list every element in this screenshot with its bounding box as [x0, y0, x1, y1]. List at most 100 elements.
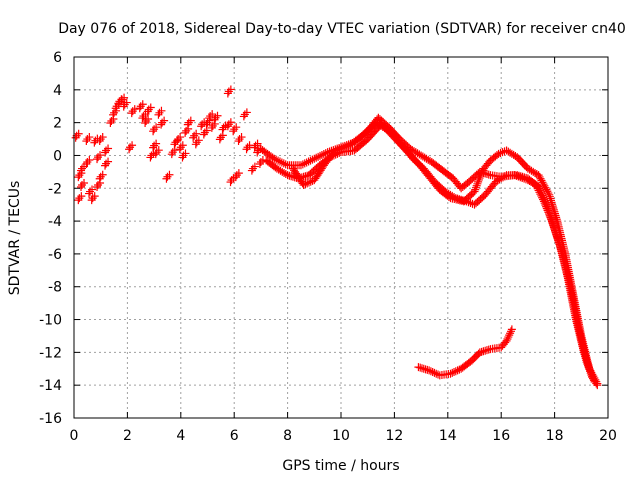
data-point — [88, 194, 97, 203]
data-point — [207, 123, 216, 132]
data-point — [175, 145, 184, 154]
data-point — [106, 118, 115, 127]
data-point — [78, 164, 87, 173]
data-point — [150, 125, 159, 134]
data-point — [231, 173, 240, 182]
data-point — [85, 133, 94, 142]
data-point — [471, 185, 480, 194]
data-point — [432, 369, 441, 378]
data-point — [152, 139, 161, 148]
y-tick-label: 4 — [53, 83, 62, 99]
data-point — [102, 146, 111, 155]
data-point — [101, 148, 110, 157]
data-point — [216, 133, 225, 142]
data-point — [227, 176, 236, 185]
data-point — [223, 89, 232, 98]
data-point — [223, 122, 232, 131]
data-point — [450, 368, 459, 377]
data-point — [94, 153, 103, 162]
data-point — [500, 172, 509, 181]
data-point — [101, 161, 110, 170]
data-point — [256, 158, 265, 167]
data-point — [82, 160, 91, 169]
data-point — [181, 128, 190, 137]
data-point — [87, 196, 96, 205]
data-point — [540, 197, 549, 206]
data-point — [321, 149, 330, 158]
data-point — [120, 100, 129, 109]
data-point — [306, 177, 315, 186]
data-point — [240, 110, 249, 119]
y-axis-label: SDTVAR / TECUs — [7, 181, 23, 296]
data-point — [444, 192, 453, 201]
data-point — [428, 368, 437, 377]
data-point — [539, 180, 548, 189]
data-point — [317, 150, 326, 159]
data-point — [77, 192, 86, 201]
data-point — [86, 187, 95, 196]
y-tick-label: -2 — [48, 181, 62, 197]
data-point — [157, 120, 166, 129]
data-point — [333, 145, 342, 154]
data-point — [162, 174, 171, 183]
data-point — [125, 145, 134, 154]
data-point — [310, 154, 319, 163]
data-point — [192, 138, 201, 147]
data-point — [98, 133, 107, 142]
data-point — [296, 161, 305, 170]
data-point — [538, 191, 547, 200]
data-series — [71, 85, 602, 390]
data-point — [319, 150, 328, 159]
data-point — [158, 118, 167, 127]
data-point — [104, 157, 113, 166]
data-point — [174, 135, 183, 144]
data-point — [331, 146, 340, 155]
data-point — [272, 155, 281, 164]
data-point — [71, 133, 80, 142]
data-point — [109, 110, 118, 119]
data-point — [206, 112, 215, 121]
data-point — [144, 114, 153, 123]
data-point — [234, 169, 243, 178]
data-point — [107, 116, 116, 125]
data-point — [281, 170, 290, 179]
data-point — [337, 144, 346, 153]
data-point — [149, 127, 158, 136]
data-point — [304, 178, 313, 187]
y-tick-label: -6 — [48, 247, 62, 263]
data-point — [474, 175, 483, 184]
data-point — [203, 118, 212, 127]
data-point — [323, 148, 332, 157]
data-point — [199, 130, 208, 139]
data-point — [120, 93, 129, 102]
x-tick-label: 18 — [546, 428, 564, 444]
series-main-track-third — [288, 118, 602, 388]
data-point — [191, 140, 200, 149]
data-point — [255, 160, 264, 169]
data-point — [136, 102, 145, 111]
data-point — [543, 187, 552, 196]
data-point — [446, 369, 455, 378]
data-point — [122, 98, 131, 107]
data-point — [243, 143, 252, 152]
data-point — [179, 151, 188, 160]
data-point — [226, 178, 235, 187]
data-point — [312, 153, 321, 162]
data-point — [535, 172, 544, 181]
data-point — [536, 188, 545, 197]
data-point — [537, 189, 546, 198]
data-point — [215, 135, 224, 144]
data-point — [141, 118, 150, 127]
y-tick-label: -16 — [39, 411, 62, 427]
data-point — [176, 143, 185, 152]
data-point — [96, 151, 105, 160]
data-point — [96, 135, 105, 144]
data-point — [85, 189, 94, 198]
x-tick-label: 2 — [123, 428, 132, 444]
data-point — [237, 133, 246, 142]
data-point — [186, 116, 195, 125]
x-tick-label: 16 — [492, 428, 510, 444]
y-tick-label: -14 — [39, 378, 62, 394]
data-point — [111, 104, 120, 113]
y-axis-ticks: -16 -14 -12 -10 -8 -6 -4 -2 0 2 4 6 — [39, 50, 608, 427]
